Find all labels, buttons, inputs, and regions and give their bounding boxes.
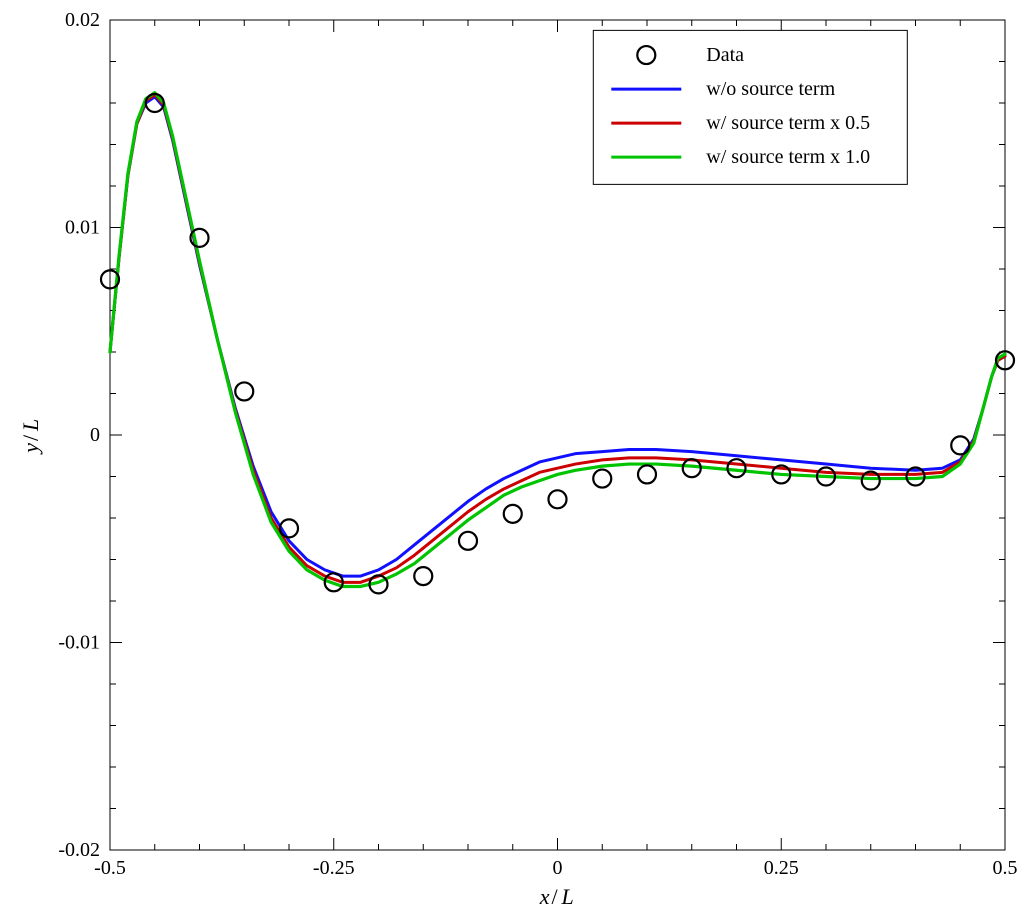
y-tick-label: 0.01 [65, 217, 100, 239]
x-tick-label: 0 [553, 857, 563, 879]
svg-text:y: y [18, 443, 43, 455]
legend-label: Data [706, 44, 744, 66]
legend-label: w/o source term [706, 78, 835, 100]
line-chart: -0.5-0.2500.250.5x/L-0.02-0.0100.010.02y… [0, 0, 1034, 919]
x-axis-label: x/L [539, 884, 574, 909]
svg-text:/: / [552, 884, 559, 909]
y-tick-label: 0.02 [65, 9, 100, 31]
x-tick-label: 0.25 [764, 857, 799, 879]
x-tick-label: 0.5 [993, 857, 1018, 879]
svg-text:x: x [539, 884, 550, 909]
y-tick-label: -0.01 [58, 632, 100, 654]
legend-label: w/ source term x 1.0 [706, 146, 870, 168]
x-tick-label: -0.25 [313, 857, 355, 879]
chart-container: -0.5-0.2500.250.5x/L-0.02-0.0100.010.02y… [0, 0, 1034, 919]
svg-text:L: L [561, 884, 574, 909]
svg-text:/: / [18, 434, 43, 441]
legend-label: w/ source term x 0.5 [706, 112, 870, 134]
svg-text:L: L [18, 419, 43, 432]
y-tick-label: -0.02 [58, 839, 100, 861]
legend: Data w/o source term w/ source term x 0.5 w… [593, 30, 907, 184]
y-axis-label: y / L [18, 419, 43, 455]
y-tick-label: 0 [90, 424, 100, 446]
